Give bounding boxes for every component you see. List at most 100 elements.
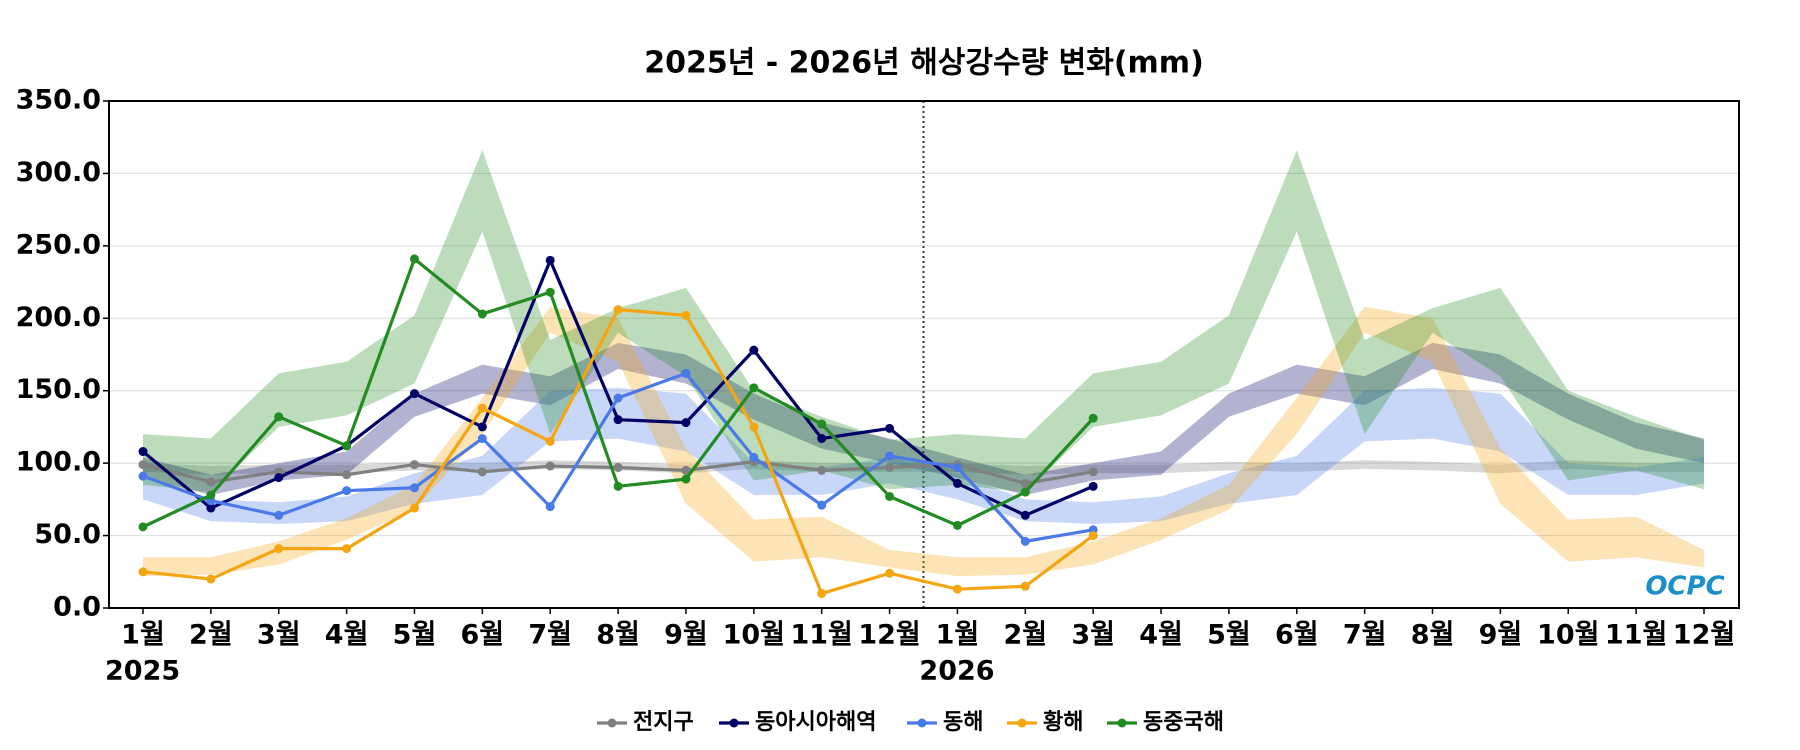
data-point [1020,487,1030,497]
legend-marker [1017,718,1027,728]
legend-marker [917,718,927,728]
legend-label: 동아시아해역 [755,710,876,735]
data-point [885,462,895,472]
range-band [143,387,1704,524]
data-point [274,510,284,520]
legend: 전지구 동아시아해역 동해 황해 동중국해 [597,710,1224,735]
y-tick-label: 200.0 [16,302,101,333]
data-point [342,486,352,496]
x-tick-label: 6월 [461,620,505,651]
year-label: 2026 [919,656,994,687]
x-tick-label: 9월 [664,620,708,651]
data-point [342,544,352,554]
legend-label: 동해 [943,710,983,735]
data-point [477,467,487,477]
data-point [477,309,487,319]
legend-marker [1117,718,1127,728]
data-point [1088,481,1098,491]
data-point [817,465,827,475]
data-point [1020,536,1030,546]
data-point [749,345,759,355]
data-point [681,310,691,320]
x-tick-label: 8월 [596,620,640,651]
data-point [1020,581,1030,591]
data-point [749,383,759,393]
x-tick-label: 11월 [790,620,852,651]
range-band [143,342,1704,496]
data-point [274,473,284,483]
data-point [409,389,419,399]
data-point [885,568,895,578]
x-tick-label: 3월 [1071,620,1115,651]
legend-label: 동중국해 [1143,710,1224,735]
x-tick-label: 2월 [189,620,233,651]
data-point [613,393,623,403]
data-point [885,451,895,461]
x-tick-label: 10월 [723,620,785,651]
data-point [952,462,962,472]
data-point [206,574,216,584]
x-tick-label: 4월 [325,620,369,651]
data-point [138,447,148,457]
data-point [545,461,555,471]
data-point [613,305,623,315]
data-point [409,483,419,493]
x-tick-label: 7월 [528,620,572,651]
data-point [681,474,691,484]
data-point [138,471,148,481]
data-point [138,460,148,470]
data-point [342,470,352,480]
data-point [952,584,962,594]
data-point [749,422,759,432]
data-point [885,491,895,501]
data-point [613,481,623,491]
x-tick-label: 4월 [1139,620,1183,651]
legend-label: 전지구 [633,710,694,735]
y-tick-label: 350.0 [16,85,101,116]
data-point [817,434,827,444]
y-tick-label: 250.0 [16,229,101,260]
data-point [1088,467,1098,477]
x-tick-label: 6월 [1275,620,1319,651]
data-point [206,503,216,513]
x-tick-label: 12월 [1673,620,1735,651]
data-point [206,490,216,500]
data-point [1020,510,1030,520]
data-point [613,462,623,472]
x-tick-label: 10월 [1537,620,1599,651]
x-tick-label: 9월 [1479,620,1523,651]
x-tick-label: 1월 [121,620,165,651]
x-tick-label: 11월 [1605,620,1667,651]
data-point [952,478,962,488]
y-tick-label: 100.0 [16,447,101,478]
x-tick-label: 5월 [1207,620,1251,651]
data-point [545,502,555,512]
y-tick-label: 0.0 [53,592,101,623]
data-point [749,452,759,462]
data-point [138,567,148,577]
plot-frame [108,100,1740,609]
data-point [545,255,555,265]
y-tick-label: 150.0 [16,374,101,405]
data-point [138,522,148,532]
legend-label: 황해 [1043,710,1083,735]
data-point [817,589,827,599]
year-label: 2025 [105,656,180,687]
x-tick-label: 2월 [1003,620,1047,651]
legend-marker [729,718,739,728]
data-point [681,418,691,428]
y-tick-label: 300.0 [16,157,101,188]
y-tick-label: 50.0 [34,519,101,550]
logo: OCPC [1645,572,1724,602]
x-tick-label: 8월 [1411,620,1455,651]
data-point [817,500,827,510]
data-point [817,419,827,429]
x-tick-label: 1월 [936,620,980,651]
data-point [409,460,419,470]
data-point [342,441,352,451]
data-point [409,503,419,513]
data-point [477,403,487,413]
data-point [274,544,284,554]
legend-marker [607,718,617,728]
